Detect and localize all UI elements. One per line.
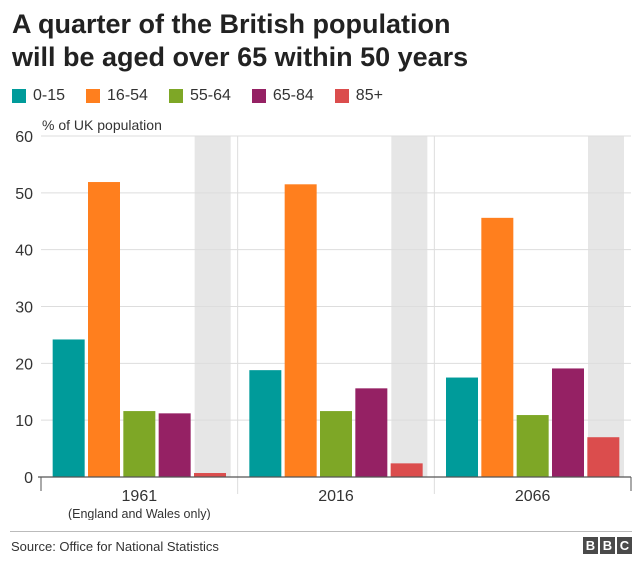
- bar-16-54-2066: [481, 217, 514, 477]
- source-note: Source: Office for National Statistics: [11, 539, 219, 554]
- legend-swatch: [334, 89, 349, 103]
- chart-title-line-2: will be aged over 65 within 50 years: [12, 42, 469, 72]
- legend-label: 85+: [355, 87, 383, 104]
- x-tick-note: (England and Wales only): [68, 507, 211, 520]
- legend-label: 55-64: [189, 87, 231, 104]
- x-tick-label: 1961: [122, 488, 158, 505]
- legend-item-55-64: 55-64: [168, 87, 231, 105]
- chart-title-line-1: A quarter of the British population: [12, 9, 451, 39]
- y-tick-label: 40: [15, 243, 33, 260]
- chart-title: A quarter of the British population will…: [12, 8, 632, 74]
- legend-item-0-15: 0-15: [12, 87, 65, 105]
- bar-0-15-2066: [446, 377, 478, 477]
- bar-55-64-2066: [516, 415, 549, 477]
- x-tick-label: 2016: [318, 488, 354, 505]
- legend-swatch: [251, 89, 266, 103]
- y-tick-label: 50: [15, 186, 33, 203]
- y-axis-label: % of UK population: [42, 117, 162, 133]
- bar-65-84-2066: [552, 368, 584, 477]
- y-tick-label: 10: [15, 413, 33, 430]
- bar-85+-2066: [587, 437, 620, 477]
- bbc-logo-box: B: [600, 537, 615, 554]
- legend-swatch: [168, 89, 183, 103]
- y-tick-label: 0: [24, 470, 33, 487]
- legend-swatch: [12, 89, 26, 103]
- legend-item-16-54: 16-54: [86, 87, 148, 105]
- bar-0-15-2016: [249, 370, 282, 477]
- legend-label: 0-15: [33, 87, 66, 104]
- bar-85+-1961: [194, 473, 226, 477]
- legend-label: 65-84: [272, 87, 314, 104]
- y-tick-label: 60: [15, 129, 33, 146]
- bar-65-84-1961: [158, 413, 191, 477]
- bar-65-84-2016: [355, 388, 388, 477]
- bar-55-64-1961: [123, 411, 156, 477]
- y-tick-label: 30: [15, 300, 33, 317]
- bbc-logo-box: B: [583, 537, 598, 554]
- legend-label: 16-54: [107, 87, 148, 104]
- bbc-logo-box: C: [617, 537, 632, 554]
- footer-divider: [10, 531, 632, 532]
- legend-item-85+: 85+: [334, 87, 383, 105]
- bar-85+-2016: [390, 463, 423, 477]
- y-tick-label: 20: [15, 356, 33, 373]
- bar-16-54-1961: [88, 182, 120, 477]
- bar-0-15-1961: [52, 339, 85, 477]
- bar-chart: 0 10 20 30 40 50 60 % of UK population 1961 (Engl…: [15, 117, 632, 520]
- bar-16-54-2016: [284, 184, 317, 477]
- bar-55-64-2016: [320, 411, 352, 477]
- chart-legend: 0-15 16-54 55-64 65-84 85+: [12, 86, 404, 106]
- legend-item-65-84: 65-84: [251, 87, 314, 105]
- legend-swatch: [86, 89, 101, 103]
- x-tick-label: 2066: [515, 488, 551, 505]
